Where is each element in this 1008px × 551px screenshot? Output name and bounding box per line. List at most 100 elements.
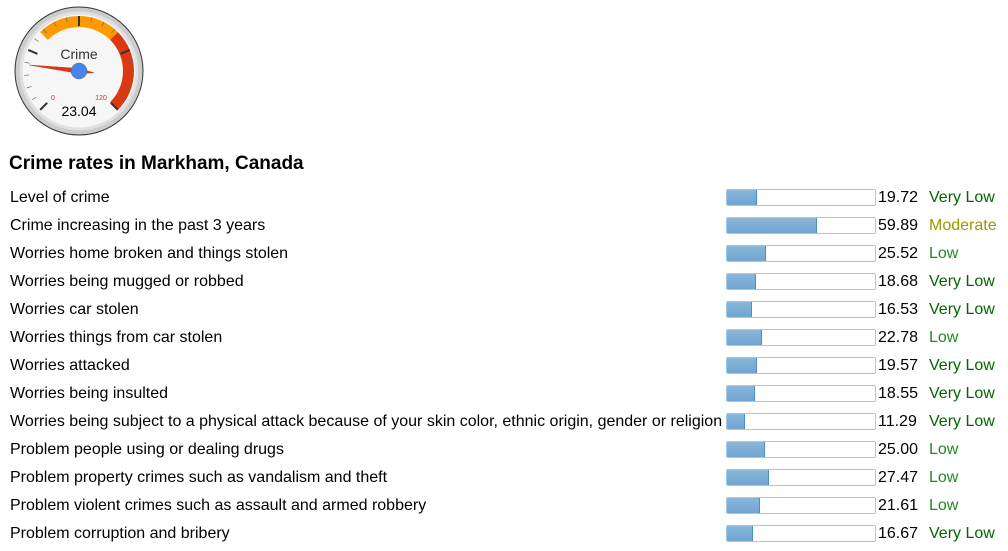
crime-row: Problem property crimes such as vandalis…	[10, 466, 1008, 494]
row-rating: Low	[929, 469, 959, 486]
gauge-min-label: 0	[51, 95, 55, 102]
value-bar	[726, 385, 876, 402]
crime-row: Problem violent crimes such as assault a…	[10, 494, 1008, 522]
value-bar	[726, 217, 876, 234]
value-bar-fill	[727, 190, 758, 205]
row-label: Worries being subject to a physical atta…	[10, 413, 723, 430]
row-rating: Low	[929, 497, 959, 514]
row-label: Problem corruption and bribery	[10, 525, 230, 542]
row-label: Crime increasing in the past 3 years	[10, 217, 266, 234]
value-bar-fill	[727, 246, 766, 261]
value-bar	[726, 413, 876, 430]
gauge-tick	[101, 21, 105, 27]
crime-row: Crime increasing in the past 3 years 59.…	[10, 214, 1008, 242]
gauge-max-label: 120	[95, 95, 107, 102]
value-bar	[726, 189, 876, 206]
crime-row: Level of crime 19.72 Very Low	[10, 186, 1008, 214]
gauge-tick	[120, 49, 131, 55]
crime-row: Worries car stolen 16.53 Very Low	[10, 298, 1008, 326]
gauge-tick	[43, 28, 47, 34]
gauge-tick	[111, 28, 115, 34]
gauge-tick	[24, 62, 30, 64]
gauge-tick	[126, 86, 132, 89]
row-rating: Moderate	[929, 217, 997, 234]
gauge-tick	[53, 21, 57, 27]
value-bar	[726, 441, 876, 458]
gauge-tick	[34, 38, 39, 42]
row-value: 18.68	[878, 273, 919, 290]
gauge-value: 23.04	[61, 103, 96, 119]
value-bar	[726, 497, 876, 514]
row-value: 18.55	[878, 385, 919, 402]
row-rating: Very Low	[929, 525, 995, 542]
value-bar-fill	[727, 274, 756, 289]
value-bar-fill	[727, 218, 817, 233]
crime-gauge: Crime 0 120 23.04	[14, 6, 144, 136]
value-bar-fill	[727, 386, 756, 401]
row-rating: Low	[929, 329, 959, 346]
value-bar	[726, 329, 876, 346]
row-label: Worries home broken and things stolen	[10, 245, 289, 262]
value-bar-fill	[727, 330, 762, 345]
value-bar-fill	[727, 470, 769, 485]
value-bar-fill	[727, 442, 765, 457]
row-label: Worries attacked	[10, 357, 130, 374]
row-value: 21.61	[878, 497, 919, 514]
crime-row: Worries things from car stolen 22.78 Low	[10, 326, 1008, 354]
row-value: 11.29	[878, 413, 917, 430]
crime-row: Problem people using or dealing drugs 25…	[10, 438, 1008, 466]
value-bar-fill	[727, 302, 753, 317]
crime-row: Worries being subject to a physical atta…	[10, 410, 1008, 438]
gauge-tick	[39, 102, 48, 111]
crime-row: Worries home broken and things stolen 25…	[10, 242, 1008, 270]
gauge-tick	[65, 17, 68, 23]
row-value: 16.53	[878, 301, 919, 318]
row-value: 25.52	[878, 245, 919, 262]
value-bar	[726, 245, 876, 262]
row-rating: Very Low	[929, 385, 995, 402]
gauge-tick	[31, 96, 37, 101]
row-label: Problem property crimes such as vandalis…	[10, 469, 388, 486]
row-value: 27.47	[878, 469, 919, 486]
gauge-tick	[121, 96, 127, 101]
row-value: 25.00	[878, 441, 919, 458]
row-label: Worries things from car stolen	[10, 329, 223, 346]
row-value: 16.67	[878, 525, 919, 542]
row-rating: Very Low	[929, 413, 995, 430]
crime-row: Worries being insulted 18.55 Very Low	[10, 382, 1008, 410]
gauge-tick	[110, 102, 119, 111]
row-rating: Very Low	[929, 301, 995, 318]
value-bar	[726, 301, 876, 318]
value-bar	[726, 273, 876, 290]
gauge-band	[40, 16, 118, 40]
row-value: 22.78	[878, 329, 919, 346]
row-label: Worries car stolen	[10, 301, 139, 318]
row-rating: Very Low	[929, 357, 995, 374]
page-title: Crime rates in Markham, Canada	[9, 153, 304, 174]
crime-row: Problem corruption and bribery 16.67 Ver…	[10, 522, 1008, 550]
row-rating: Very Low	[929, 189, 995, 206]
gauge-tick	[26, 86, 32, 89]
crime-row: Worries being mugged or robbed 18.68 Ver…	[10, 270, 1008, 298]
gauge-label: Crime	[60, 46, 98, 62]
value-bar-fill	[727, 414, 745, 429]
value-bar-fill	[727, 358, 757, 373]
gauge-tick	[119, 38, 124, 42]
row-value: 59.89	[878, 217, 919, 234]
row-rating: Very Low	[929, 273, 995, 290]
row-label: Worries being mugged or robbed	[10, 273, 244, 290]
gauge-tick	[90, 17, 93, 23]
value-bar-fill	[727, 498, 760, 513]
value-bar	[726, 357, 876, 374]
row-label: Problem violent crimes such as assault a…	[10, 497, 427, 514]
value-bar	[726, 525, 876, 542]
row-value: 19.57	[878, 357, 919, 374]
row-value: 19.72	[878, 189, 919, 206]
value-bar	[726, 469, 876, 486]
crime-row: Worries attacked 19.57 Very Low	[10, 354, 1008, 382]
gauge-hub	[70, 62, 88, 80]
row-rating: Low	[929, 245, 959, 262]
row-label: Level of crime	[10, 189, 110, 206]
value-bar-fill	[727, 526, 753, 541]
row-label: Worries being insulted	[10, 385, 169, 402]
